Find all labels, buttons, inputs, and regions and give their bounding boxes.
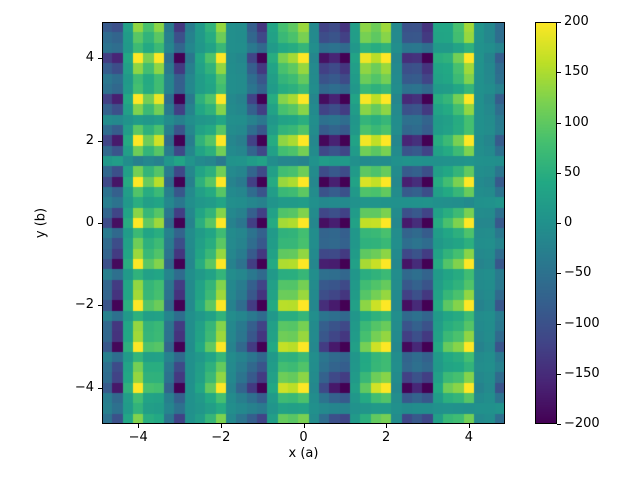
colorbar-gradient — [535, 22, 557, 424]
tick-mark — [557, 122, 561, 124]
tick-mark — [138, 424, 140, 428]
tick-mark — [98, 58, 102, 60]
tick-mark — [557, 22, 561, 23]
tick-mark — [557, 72, 561, 74]
y-tick-label: 2 — [85, 132, 94, 148]
tick-mark — [303, 424, 305, 428]
y-tick-label: −4 — [74, 379, 94, 395]
tick-mark — [557, 273, 561, 275]
x-tick-label: 4 — [464, 430, 473, 445]
colorbar-tick-label: 0 — [564, 215, 573, 230]
colorbar-tick-label: −150 — [564, 365, 600, 381]
colorbar-tick-label: 200 — [564, 14, 589, 29]
tick-mark — [98, 140, 102, 142]
y-tick-label: 4 — [85, 50, 94, 66]
tick-mark — [98, 305, 102, 307]
tick-mark — [386, 424, 388, 428]
tick-mark — [98, 223, 102, 224]
y-tick-label: 0 — [85, 215, 94, 230]
colorbar-tick-label: 150 — [564, 64, 589, 80]
tick-mark — [468, 424, 470, 428]
y-axis-label: y (b) — [33, 207, 49, 239]
x-tick-label: −4 — [128, 430, 148, 445]
colorbar-tick-label: −200 — [564, 416, 600, 431]
tick-mark — [557, 323, 561, 325]
colorbar-tick-label: −100 — [564, 315, 600, 331]
tick-mark — [557, 172, 561, 174]
x-tick-label: 2 — [382, 430, 391, 445]
tick-mark — [98, 387, 102, 389]
tick-mark — [557, 223, 561, 224]
heatmap-image — [102, 22, 505, 424]
tick-mark — [557, 373, 561, 375]
y-tick-label: −2 — [74, 297, 94, 313]
x-tick-label: −2 — [211, 430, 231, 445]
x-tick-label: 0 — [299, 430, 308, 445]
colorbar-tick-label: −50 — [564, 265, 592, 281]
colorbar-tick-label: 100 — [564, 114, 589, 130]
tick-mark — [220, 424, 222, 428]
x-axis-label: x (a) — [288, 446, 319, 461]
tick-mark — [557, 424, 561, 425]
colorbar-tick-label: 50 — [564, 164, 581, 180]
